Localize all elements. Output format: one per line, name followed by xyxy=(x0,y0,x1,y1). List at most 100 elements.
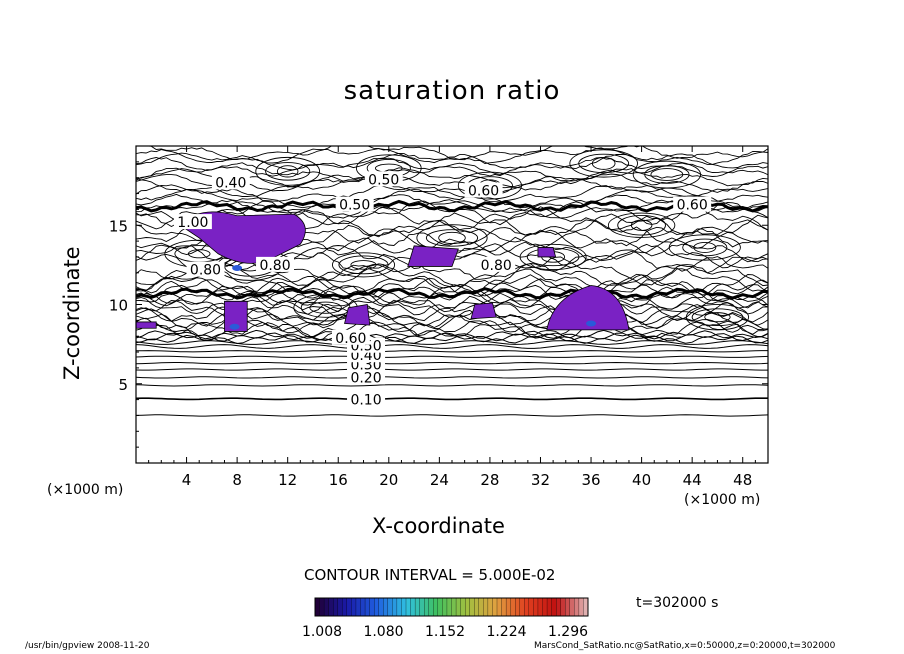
colorbar-segment xyxy=(424,597,430,617)
contour-line xyxy=(136,344,768,349)
contour-cell xyxy=(425,229,479,247)
colorbar-segment xyxy=(528,597,534,617)
colorbar-segment xyxy=(346,597,352,617)
colorbar-segment xyxy=(342,597,348,617)
contour-label: 0.80 xyxy=(481,258,512,274)
colorbar-segment xyxy=(369,597,375,617)
contour-cell xyxy=(331,252,396,278)
z-unit-label: (×1000 m) xyxy=(47,482,124,498)
colorbar-segment xyxy=(314,597,320,617)
contour-line xyxy=(136,147,768,165)
contour-line xyxy=(136,280,768,301)
colorbar-segment xyxy=(560,597,566,617)
colorbar-tick-label: 1.152 xyxy=(425,624,465,640)
supersaturated-region xyxy=(407,245,459,267)
contour-cell xyxy=(691,308,744,327)
contour-cell xyxy=(309,301,342,314)
colorbar-segment xyxy=(574,597,580,617)
supersaturated-region xyxy=(546,285,630,331)
contour-line xyxy=(136,193,768,214)
colorbar-segment xyxy=(483,597,489,617)
supersaturated-region xyxy=(224,300,248,332)
contour-cell xyxy=(668,234,741,261)
contour-line xyxy=(136,262,768,288)
y-tick-label: 5 xyxy=(118,376,128,394)
colorbar-segment xyxy=(333,597,339,617)
colorbar-tick-label: 1.296 xyxy=(548,624,588,640)
colorbar-segment xyxy=(378,597,384,617)
colorbar-frame xyxy=(314,597,589,617)
contour-line xyxy=(136,322,768,342)
colorbar-segment xyxy=(319,597,325,617)
contour-line xyxy=(136,368,768,371)
colorbar-segment xyxy=(364,597,371,617)
contour-label-bg xyxy=(477,256,516,272)
contour-label: 0.60 xyxy=(468,183,499,199)
x-tick-label: 20 xyxy=(379,471,398,489)
colorbar-segment xyxy=(437,597,443,617)
x-tick-label: 32 xyxy=(531,471,550,489)
contour-line xyxy=(136,189,768,209)
colorbar-segment xyxy=(328,597,334,617)
colorbar-segment xyxy=(373,597,380,617)
contour-line xyxy=(136,361,768,365)
colorbar-segment xyxy=(455,597,462,617)
colorbar-segment xyxy=(392,597,398,617)
contour-line xyxy=(136,340,768,345)
contour-line xyxy=(136,285,768,304)
contour-label-bg xyxy=(173,214,212,230)
colorbar-segment xyxy=(524,597,530,617)
contour-line xyxy=(136,350,768,353)
contour-line xyxy=(136,178,768,199)
contour-line xyxy=(136,277,768,298)
x-tick-label: 36 xyxy=(581,471,600,489)
contour-label: 0.40 xyxy=(215,175,246,191)
colorbar-segment xyxy=(428,597,434,617)
contour-cell xyxy=(693,241,717,253)
colorbar-segment xyxy=(337,597,343,617)
supersaturated-core xyxy=(586,320,597,327)
supersaturated-region xyxy=(537,247,557,258)
footer-source: MarsCond_SatRatio.nc@SatRatio,x=0:50000,… xyxy=(534,641,836,651)
colorbar-segment xyxy=(451,597,457,617)
colorbar-segment xyxy=(396,597,402,617)
contour-line xyxy=(136,384,768,387)
supersaturated-core xyxy=(232,265,243,272)
contour-cell xyxy=(438,231,466,245)
contour-label: 1.00 xyxy=(177,215,208,231)
contour-line xyxy=(136,268,768,294)
contour-cell xyxy=(630,219,653,231)
contour-line xyxy=(136,329,768,340)
colorbar-segment xyxy=(474,597,480,617)
colorbar-segment xyxy=(505,597,512,617)
colorbar-segment xyxy=(469,597,475,617)
supersaturated-region xyxy=(344,304,371,326)
contour-label-bg xyxy=(331,329,370,345)
colorbar-segment xyxy=(355,597,361,617)
contour-line-bold xyxy=(136,199,768,213)
contour-interval-text: CONTOUR INTERVAL = 5.000E-02 xyxy=(304,566,556,584)
colorbar-segment xyxy=(542,597,548,617)
colorbar-segment xyxy=(569,597,575,617)
contour-cell xyxy=(187,249,211,259)
supersaturated-core xyxy=(229,323,240,330)
time-label: t=302000 s xyxy=(636,595,719,611)
contour-cell xyxy=(276,165,299,178)
x-axis-label: X-coordinate xyxy=(372,514,505,538)
colorbar-segment xyxy=(401,597,407,617)
colorbar-segment xyxy=(464,597,471,617)
contour-line xyxy=(136,397,768,401)
contour-label-bg xyxy=(347,369,386,385)
y-axis: 5 10 15 xyxy=(109,161,768,448)
colorbar-tick-label: 1.008 xyxy=(302,624,342,640)
contour-label: 0.80 xyxy=(190,263,221,279)
colorbar-segment xyxy=(387,597,393,617)
colorbar-segment xyxy=(496,597,502,617)
y-tick-label: 10 xyxy=(109,297,128,315)
contour-label-bg xyxy=(256,256,295,272)
supersaturated-region xyxy=(136,321,157,329)
x-tick-label: 12 xyxy=(278,471,297,489)
colorbar-segment xyxy=(546,597,553,617)
colorbar-segment xyxy=(410,597,416,617)
